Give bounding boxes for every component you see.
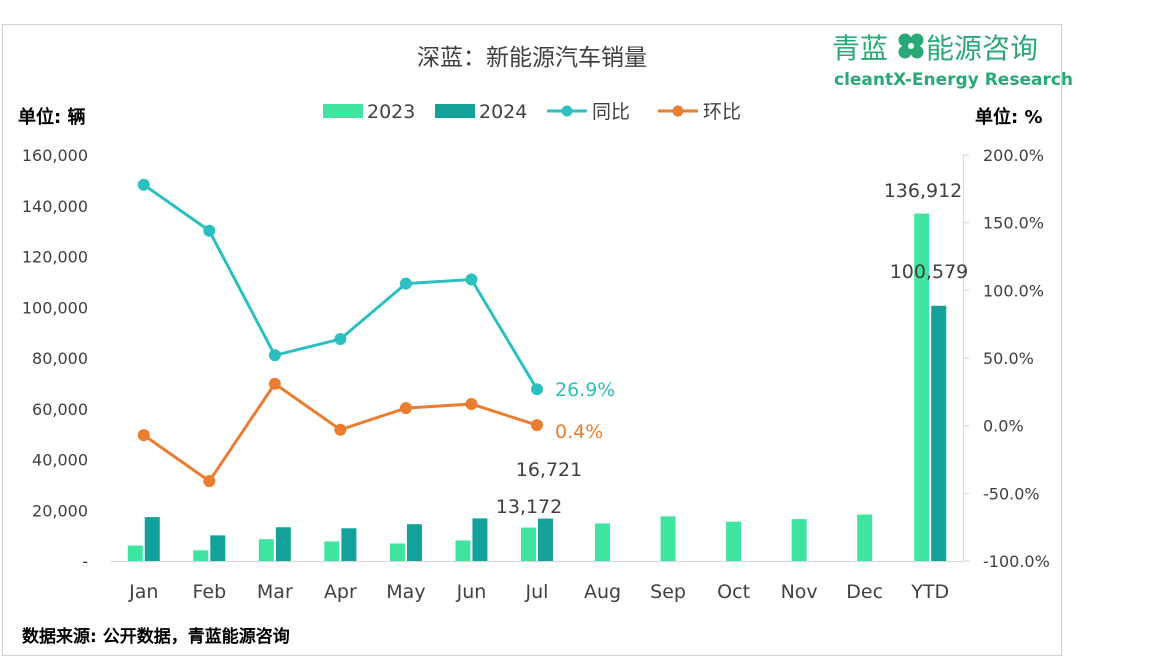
y-right-tick-label: 150.0% xyxy=(983,214,1044,233)
y-left-tick-label: 20,000 xyxy=(32,501,88,520)
y-left-tick-label: - xyxy=(82,552,88,571)
bar-2023 xyxy=(726,521,742,561)
bar-2023 xyxy=(127,545,143,561)
bar-2023 xyxy=(389,543,405,561)
data-label-mom: 0.4% xyxy=(555,421,603,443)
y-right-tick-label: 50.0% xyxy=(983,349,1034,368)
brand-name-en: cleantX-Energy Research xyxy=(834,70,1073,90)
y-right-tick-label: -100.0% xyxy=(983,552,1050,571)
data-label-2023: 136,912 xyxy=(884,180,963,202)
bar-2024 xyxy=(472,518,488,561)
yoy-point xyxy=(465,273,478,286)
brand-logo: 青蓝 能源咨询 cleantX-Energy Research xyxy=(832,32,1073,90)
source-note: 数据来源: 公开数据，青蓝能源咨询 xyxy=(22,626,290,647)
x-tick-label: Oct xyxy=(717,581,750,603)
x-tick-label: Nov xyxy=(781,581,818,603)
y-left-tick-label: 60,000 xyxy=(32,400,88,419)
legend-marker-yoy xyxy=(561,105,573,117)
bar-2023 xyxy=(258,539,274,561)
bar-2023 xyxy=(857,514,873,561)
yoy-point xyxy=(203,224,216,237)
yoy-point xyxy=(334,333,347,346)
mom-point xyxy=(137,429,150,442)
x-tick-label: Aug xyxy=(584,581,621,603)
y-right-tick-label: -50.0% xyxy=(983,484,1040,503)
yoy-point xyxy=(137,178,150,191)
x-tick-label: Jun xyxy=(456,581,487,603)
bar-2024 xyxy=(144,517,160,561)
legend-swatch-2023 xyxy=(323,104,363,118)
x-tick-label: Apr xyxy=(324,581,357,603)
yoy-point xyxy=(399,277,412,290)
y-left-tick-label: 160,000 xyxy=(22,146,88,165)
bar-2024 xyxy=(406,524,422,561)
bar-2023 xyxy=(193,550,209,561)
x-tick-label: Jul xyxy=(525,581,549,603)
bar-2024 xyxy=(210,535,226,561)
data-label-2023: 13,172 xyxy=(496,496,562,518)
bar-2023 xyxy=(521,527,536,561)
brand-name-cn: 青蓝 xyxy=(832,32,888,65)
mom-point xyxy=(268,377,281,390)
y-right-tick-label: 100.0% xyxy=(983,281,1044,300)
x-tick-label: Feb xyxy=(192,581,226,603)
bar-2023 xyxy=(595,523,611,561)
bar-2023 xyxy=(914,213,930,561)
legend-label-mom: 环比 xyxy=(703,101,741,123)
y-axis-right-unit: 单位: % xyxy=(975,106,1043,128)
y-right-tick-label: 200.0% xyxy=(983,146,1044,165)
yoy-point xyxy=(531,383,543,396)
clover-icon xyxy=(898,33,924,59)
y-left-tick-label: 40,000 xyxy=(32,451,88,470)
bar-2024 xyxy=(931,305,947,561)
y-left-tick-label: 140,000 xyxy=(22,197,88,216)
legend-label-2023: 2023 xyxy=(367,101,415,123)
legend-label-2024: 2024 xyxy=(479,101,527,123)
yoy-point xyxy=(268,349,281,362)
data-label-2024: 16,721 xyxy=(516,459,582,481)
x-tick-label: Sep xyxy=(650,581,686,603)
x-tick-label: Dec xyxy=(846,581,883,603)
mom-point xyxy=(465,398,478,411)
data-label-2024: 100,579 xyxy=(890,261,969,283)
y-axis-left-unit: 单位: 辆 xyxy=(18,106,85,128)
legend: 2023 2024 同比 环比 xyxy=(323,101,741,123)
legend-marker-mom xyxy=(672,105,684,117)
bar-2024 xyxy=(538,518,553,561)
y-right-tick-label: 0.0% xyxy=(983,417,1024,436)
bar-2023 xyxy=(324,541,340,561)
x-tick-label: May xyxy=(386,581,425,603)
y-left-tick-label: 100,000 xyxy=(22,298,88,317)
mom-point xyxy=(531,419,543,432)
mom-point xyxy=(203,475,216,488)
x-tick-label: Mar xyxy=(257,581,293,603)
plot-area: - 20,000 40,000 60,000 80,000 100,000 120,000 1… xyxy=(22,146,1050,603)
bar-2023 xyxy=(660,516,676,561)
mom-point xyxy=(334,423,347,436)
x-tick-label: Jan xyxy=(128,581,158,603)
brand-name-cn2: 能源咨询 xyxy=(926,32,1038,65)
chart-title: 深蓝：新能源汽车销量 xyxy=(417,45,647,71)
mom-point xyxy=(399,402,412,415)
bar-2024 xyxy=(341,528,357,561)
y-left-tick-label: 80,000 xyxy=(32,349,88,368)
bar-2024 xyxy=(275,527,291,561)
legend-label-yoy: 同比 xyxy=(592,101,630,123)
data-label-yoy: 26.9% xyxy=(555,379,615,401)
bar-2023 xyxy=(455,540,471,561)
x-tick-label: YTD xyxy=(910,581,949,603)
legend-swatch-2024 xyxy=(435,104,475,118)
yoy-line xyxy=(142,183,539,391)
y-left-tick-label: 120,000 xyxy=(22,248,88,267)
bar-2023 xyxy=(791,519,807,561)
